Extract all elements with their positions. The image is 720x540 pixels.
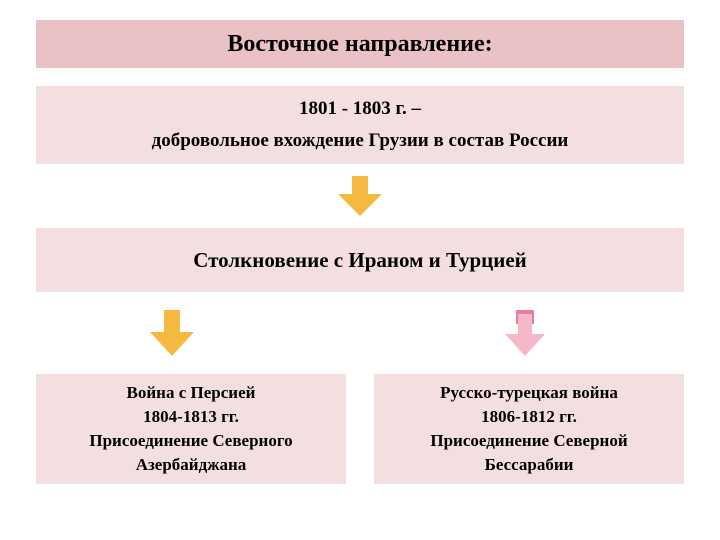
persia-line2: 1804-1813 гг.	[143, 405, 239, 429]
georgia-line2: добровольное вхождение Грузии в состав Р…	[152, 125, 569, 157]
persia-box: Война с Персией 1804-1813 гг. Присоедине…	[36, 374, 346, 484]
arrow-down-left	[150, 310, 194, 361]
georgia-line1: 1801 - 1803 г. –	[299, 93, 421, 125]
georgia-box: 1801 - 1803 г. – добровольное вхождение …	[36, 86, 684, 164]
turkey-line4: Бессарабии	[485, 453, 574, 477]
arrow-down-top	[338, 176, 382, 221]
persia-line4: Азербайджана	[136, 453, 247, 477]
turkey-line1: Русско-турецкая война	[440, 381, 618, 405]
title-box: Восточное направление:	[36, 20, 684, 68]
turkey-box: Русско-турецкая война 1806-1812 гг. Прис…	[374, 374, 684, 484]
arrow-down-right	[505, 310, 545, 361]
turkey-line2: 1806-1812 гг.	[481, 405, 577, 429]
title-text: Восточное направление:	[227, 31, 492, 58]
conflict-text: Столкновение с Ираном и Турцией	[193, 248, 527, 273]
persia-line3: Присоединение Северного	[89, 429, 292, 453]
persia-line1: Война с Персией	[127, 381, 256, 405]
conflict-box: Столкновение с Ираном и Турцией	[36, 228, 684, 292]
turkey-line3: Присоединение Северной	[430, 429, 627, 453]
